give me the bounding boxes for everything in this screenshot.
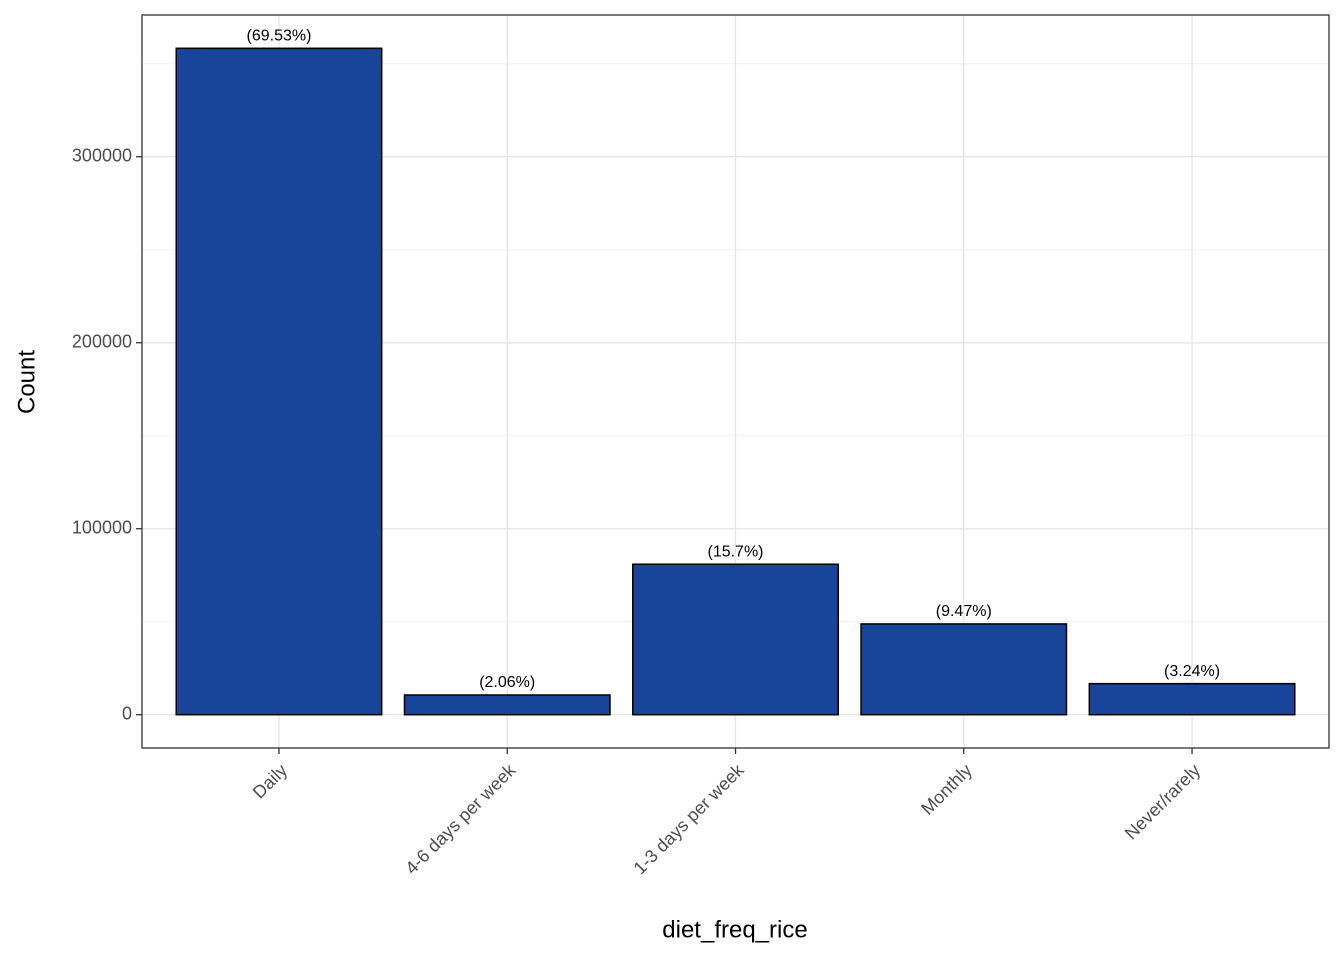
y-tick-label: 300000 <box>72 145 132 165</box>
bar <box>860 623 1068 716</box>
y-tick-label: 0 <box>122 703 132 723</box>
bar <box>175 47 383 716</box>
y-tick-label: 200000 <box>72 331 132 351</box>
bar-label: (2.06%) <box>479 674 535 691</box>
panel-border <box>141 14 1330 749</box>
x-tick-label: 1-3 days per week <box>630 759 749 878</box>
y-tick-label: 100000 <box>72 517 132 537</box>
x-tick-label: Monthly <box>917 760 976 819</box>
x-tick-label: 4-6 days per week <box>401 759 520 878</box>
bar <box>632 563 839 716</box>
x-axis-title: diet_freq_rice <box>662 916 807 943</box>
bar <box>403 694 611 716</box>
bar-label: (3.24%) <box>1164 663 1220 680</box>
bar-label: (69.53%) <box>247 28 312 45</box>
x-tick-label: Never/rarely <box>1121 760 1204 843</box>
bar-label: (9.47%) <box>936 603 992 620</box>
y-axis-title: Count <box>13 350 40 414</box>
x-tick-label: Daily <box>249 760 291 802</box>
bar <box>1088 682 1296 716</box>
bar-label: (15.7%) <box>707 543 763 560</box>
